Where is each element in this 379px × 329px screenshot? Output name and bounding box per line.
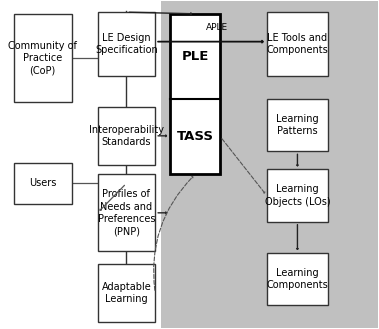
Bar	[267, 253, 328, 305]
Bar	[97, 107, 155, 164]
Text: LE Tools and
Components: LE Tools and Components	[266, 33, 328, 55]
Bar	[14, 14, 72, 102]
Bar	[267, 99, 328, 151]
Bar	[97, 174, 155, 251]
Bar	[6, 1, 161, 328]
Text: LE Design
Specification: LE Design Specification	[95, 33, 158, 55]
Bar	[170, 14, 220, 174]
Text: Adaptable
Learning: Adaptable Learning	[102, 282, 151, 304]
Text: Learning
Patterns: Learning Patterns	[276, 114, 319, 137]
Bar	[161, 1, 378, 328]
Text: APLE: APLE	[205, 23, 228, 32]
Text: Profiles of
Needs and
Preferences
(PNP): Profiles of Needs and Preferences (PNP)	[98, 189, 155, 237]
Bar	[267, 12, 328, 76]
Bar	[97, 265, 155, 322]
Text: Users: Users	[29, 178, 56, 188]
Text: Learning
Objects (LOs): Learning Objects (LOs)	[265, 185, 330, 207]
Text: Interoperability
Standards: Interoperability Standards	[89, 125, 164, 147]
Bar	[267, 169, 328, 222]
Text: TASS: TASS	[177, 130, 214, 143]
Bar	[97, 12, 155, 76]
Bar	[14, 163, 72, 204]
Text: Learning
Components: Learning Components	[266, 268, 328, 291]
Text: Community of
Practice
(CoP): Community of Practice (CoP)	[8, 40, 77, 75]
Text: PLE: PLE	[182, 50, 209, 63]
